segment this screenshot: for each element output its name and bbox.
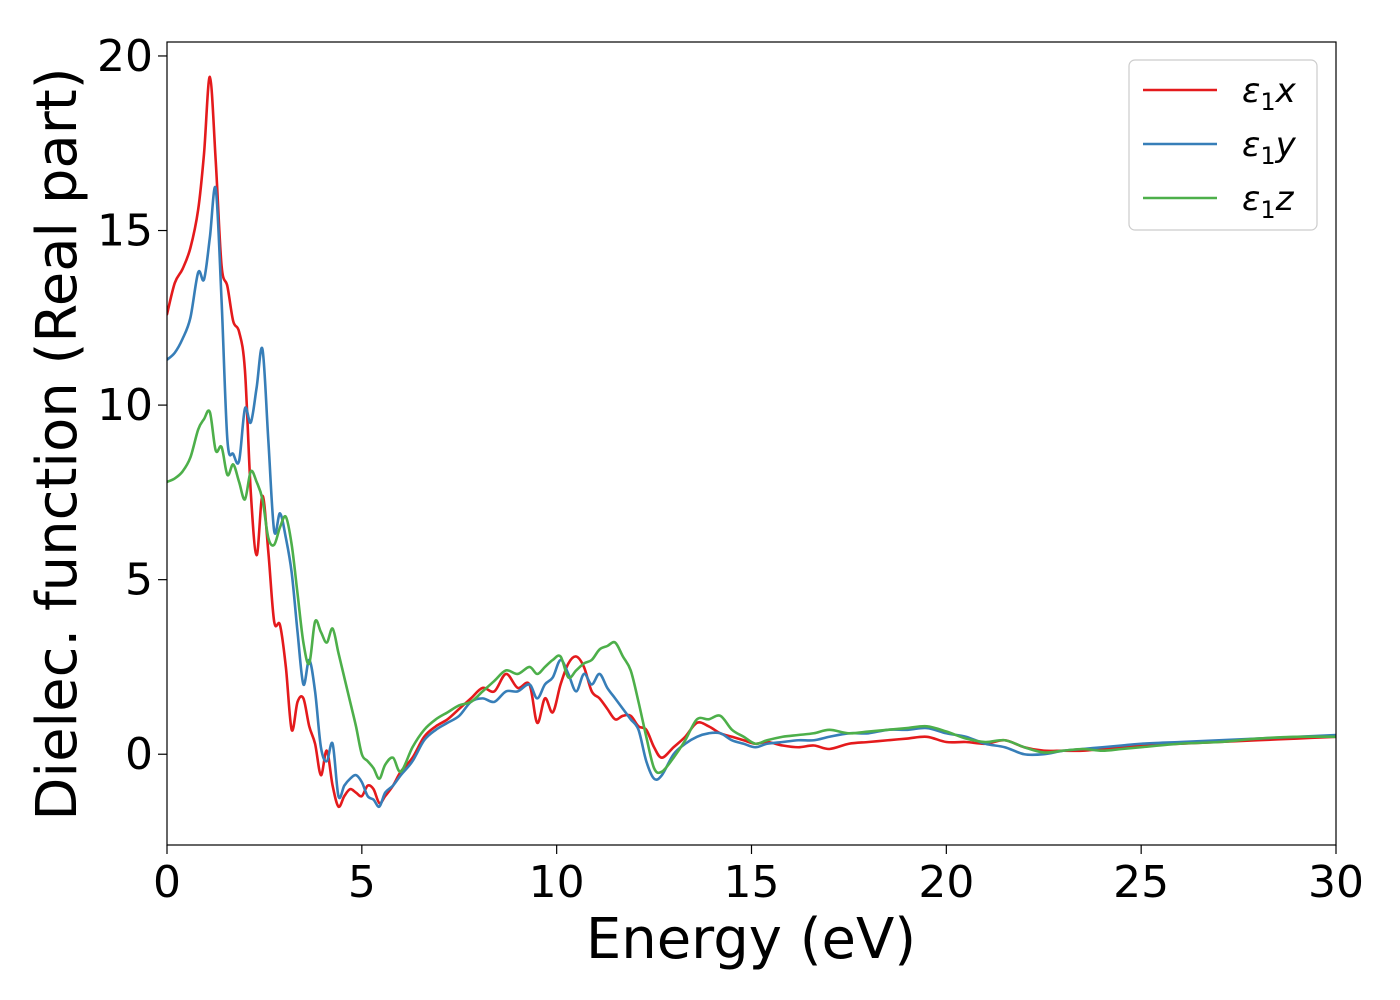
y-axis-label: Dielec. function (Real part) bbox=[25, 67, 90, 820]
x-tick-label: 10 bbox=[529, 857, 585, 908]
y-axis: 0 5 10 15 20 bbox=[97, 31, 167, 780]
x-tick-label: 25 bbox=[1113, 857, 1169, 908]
y-tick-label: 5 bbox=[125, 555, 153, 606]
x-tick-label: 20 bbox=[918, 857, 974, 908]
x-tick-label: 5 bbox=[348, 857, 376, 908]
x-axis: 0 5 10 15 20 25 30 bbox=[153, 845, 1364, 908]
legend: ε1x ε1y ε1z bbox=[1128, 59, 1318, 231]
x-tick-label: 30 bbox=[1308, 857, 1364, 908]
legend-label-x: ε1x bbox=[1242, 71, 1297, 116]
legend-box bbox=[1128, 59, 1318, 231]
series-line-x bbox=[167, 75, 1336, 809]
legend-label-y: ε1y bbox=[1242, 125, 1297, 170]
x-axis-label: Energy (eV) bbox=[586, 907, 916, 972]
legend-label-z: ε1z bbox=[1242, 179, 1295, 224]
y-tick-label: 20 bbox=[97, 31, 153, 82]
series-line-z bbox=[167, 409, 1336, 780]
x-tick-label: 15 bbox=[724, 857, 780, 908]
series-line-y bbox=[167, 185, 1336, 809]
series-layer bbox=[167, 75, 1336, 809]
x-tick-label: 0 bbox=[153, 857, 181, 908]
y-tick-label: 15 bbox=[97, 206, 153, 257]
y-tick-label: 0 bbox=[125, 729, 153, 780]
y-tick-label: 10 bbox=[97, 380, 153, 431]
